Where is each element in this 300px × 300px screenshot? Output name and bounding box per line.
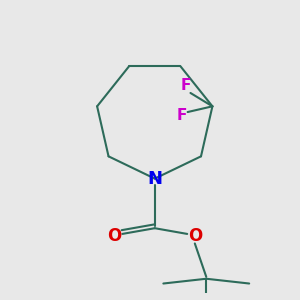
Text: F: F bbox=[177, 108, 187, 123]
Text: F: F bbox=[181, 78, 191, 93]
Text: O: O bbox=[188, 227, 202, 245]
Text: O: O bbox=[108, 227, 122, 245]
Text: N: N bbox=[147, 169, 162, 188]
